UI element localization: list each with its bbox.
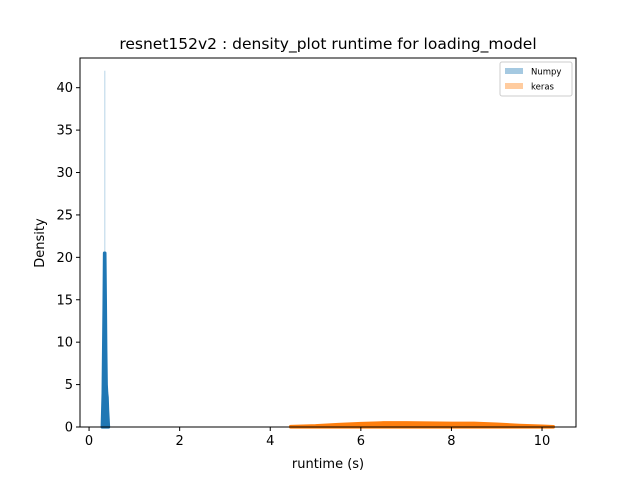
legend-swatch-numpy (505, 68, 523, 74)
kde-area-numpy (100, 251, 111, 429)
y-tick-label: 35 (56, 124, 73, 139)
x-tick-label: 8 (447, 434, 455, 449)
x-axis-label: runtime (s) (292, 457, 364, 472)
kde-area-keras (289, 421, 555, 429)
axes-frame (79, 57, 577, 428)
y-axis: 0 5 10 15 20 25 30 35 40 (56, 81, 80, 436)
x-tick-label: 4 (266, 434, 274, 449)
legend-label-keras: keras (531, 83, 555, 93)
y-tick-label: 10 (56, 336, 73, 351)
x-tick-label: 0 (85, 434, 93, 449)
legend-label-numpy: Numpy (531, 68, 561, 78)
x-tick-label: 10 (534, 434, 551, 449)
x-tick-label: 6 (357, 434, 365, 449)
x-tick-label: 2 (176, 434, 184, 449)
plot-area (100, 70, 555, 429)
x-axis: 0 2 4 6 8 10 (85, 427, 550, 449)
y-axis-label: Density (33, 218, 48, 268)
y-tick-label: 25 (56, 208, 73, 223)
y-tick-label: 30 (56, 166, 73, 181)
chart-title: resnet152v2 : density_plot runtime for l… (119, 35, 536, 54)
y-tick-label: 0 (65, 421, 73, 436)
y-tick-label: 40 (56, 81, 73, 96)
legend-swatch-keras (505, 83, 523, 89)
histogram-bar-numpy (104, 70, 106, 428)
legend: Numpy keras (499, 61, 573, 97)
y-tick-label: 5 (65, 378, 73, 393)
y-tick-label: 20 (56, 251, 73, 266)
y-tick-label: 15 (56, 293, 73, 308)
